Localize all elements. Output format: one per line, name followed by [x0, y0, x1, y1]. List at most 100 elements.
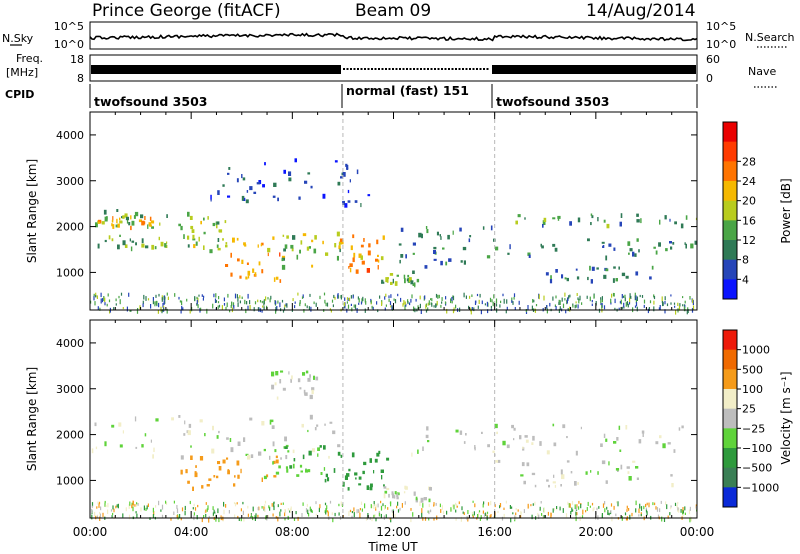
heatmap-cell: [611, 293, 613, 298]
heatmap-cell: [635, 302, 638, 307]
heatmap-cell: [553, 442, 557, 447]
heatmap-cell: [241, 174, 243, 179]
heatmap-cell: [237, 474, 240, 479]
heatmap-cell: [624, 512, 627, 516]
heatmap-cell: [678, 507, 680, 513]
heatmap-cell: [532, 435, 535, 441]
heatmap-cell: [380, 500, 382, 504]
heatmap-cell: [385, 277, 389, 283]
heatmap-cell: [94, 511, 96, 517]
heatmap-cell: [294, 305, 296, 309]
heatmap-cell: [442, 510, 445, 515]
heatmap-cell: [556, 508, 558, 511]
heatmap-cell: [543, 508, 545, 513]
heatmap-cell: [292, 463, 295, 469]
heatmap-cell: [388, 298, 390, 302]
heatmap-cell: [350, 303, 352, 306]
heatmap-cell: [101, 298, 104, 303]
heatmap-cell: [181, 507, 184, 512]
heatmap-cell: [96, 515, 98, 519]
heatmap-cell: [627, 303, 629, 308]
heatmap-cell: [267, 247, 271, 253]
heatmap-cell: [279, 379, 282, 384]
heatmap-cell: [558, 301, 560, 305]
nsearch-tick-bottom: 10^0: [706, 38, 736, 51]
heatmap-cell: [430, 509, 432, 513]
heatmap-cell: [261, 477, 263, 482]
heatmap-cell: [384, 296, 386, 300]
heatmap-cell: [390, 501, 392, 507]
heatmap-cell: [407, 274, 410, 278]
colorbar-segment: [723, 122, 737, 143]
heatmap-cell: [113, 508, 115, 513]
heatmap-cell: [639, 503, 641, 509]
heatmap-cell: [125, 216, 129, 221]
heatmap-cell: [179, 300, 181, 303]
heatmap-cell: [132, 506, 134, 512]
heatmap-cell: [297, 378, 301, 383]
heatmap-cell: [608, 512, 610, 516]
heatmap-cell: [275, 459, 279, 464]
heatmap-cell: [465, 295, 467, 299]
heatmap-cell: [653, 294, 655, 298]
heatmap-cell: [150, 304, 152, 309]
heatmap-cell: [628, 476, 632, 481]
heatmap-cell: [577, 482, 579, 485]
heatmap-cell: [166, 214, 168, 218]
heatmap-cell: [288, 177, 292, 182]
heatmap-cell: [608, 243, 612, 247]
heatmap-cell: [575, 304, 577, 308]
heatmap-cell: [438, 294, 440, 299]
heatmap-cell: [149, 216, 152, 221]
heatmap-cell: [511, 300, 513, 303]
heatmap-cell: [491, 299, 493, 303]
heatmap-cell: [117, 503, 119, 509]
heatmap-cell: [640, 218, 642, 224]
heatmap-cell: [587, 276, 589, 281]
heatmap-cell: [109, 310, 111, 314]
heatmap-cell: [510, 517, 512, 523]
heatmap-cell: [284, 244, 288, 249]
freq-bar-3: [492, 65, 696, 74]
heatmap-cell: [399, 507, 401, 511]
heatmap-cell: [361, 260, 365, 265]
heatmap-cell: [352, 234, 355, 239]
heatmap-cell: [262, 184, 265, 188]
heatmap-cell: [203, 217, 205, 221]
heatmap-cell: [217, 190, 220, 195]
heatmap-cell: [470, 309, 472, 315]
heatmap-cell: [405, 254, 407, 259]
heatmap-cell: [255, 513, 257, 518]
heatmap-cell: [531, 514, 533, 520]
heatmap-cell: [447, 234, 450, 240]
heatmap-cell: [683, 306, 686, 312]
heatmap-cell: [310, 185, 313, 189]
heatmap-cell: [455, 429, 459, 433]
heatmap-cell: [217, 508, 219, 514]
heatmap-cell: [634, 292, 636, 298]
heatmap-cell: [264, 504, 266, 507]
heatmap-cell: [677, 501, 679, 505]
heatmap-cell: [161, 504, 164, 510]
heatmap-cell: [236, 460, 240, 466]
heatmap-cell: [368, 243, 371, 248]
heatmap-cell: [477, 305, 479, 309]
heatmap-cell: [346, 301, 348, 304]
heatmap-cell: [351, 307, 353, 312]
heatmap-cell: [571, 500, 574, 505]
heatmap-cell: [527, 305, 529, 310]
heatmap-cell: [534, 484, 537, 488]
heatmap-cell: [635, 500, 637, 506]
heatmap-cell: [689, 517, 691, 523]
heatmap-cell: [295, 511, 297, 515]
heatmap-cell: [195, 241, 198, 246]
heatmap-cell: [575, 511, 577, 516]
heatmap-cell: [562, 424, 566, 429]
heatmap-cell: [275, 516, 277, 519]
heatmap-cell: [497, 510, 499, 514]
heatmap-cell: [149, 224, 152, 227]
heatmap-cell: [456, 505, 458, 508]
heatmap-cell: [158, 236, 160, 241]
heatmap-cell: [651, 265, 654, 270]
heatmap-cell: [610, 503, 613, 507]
